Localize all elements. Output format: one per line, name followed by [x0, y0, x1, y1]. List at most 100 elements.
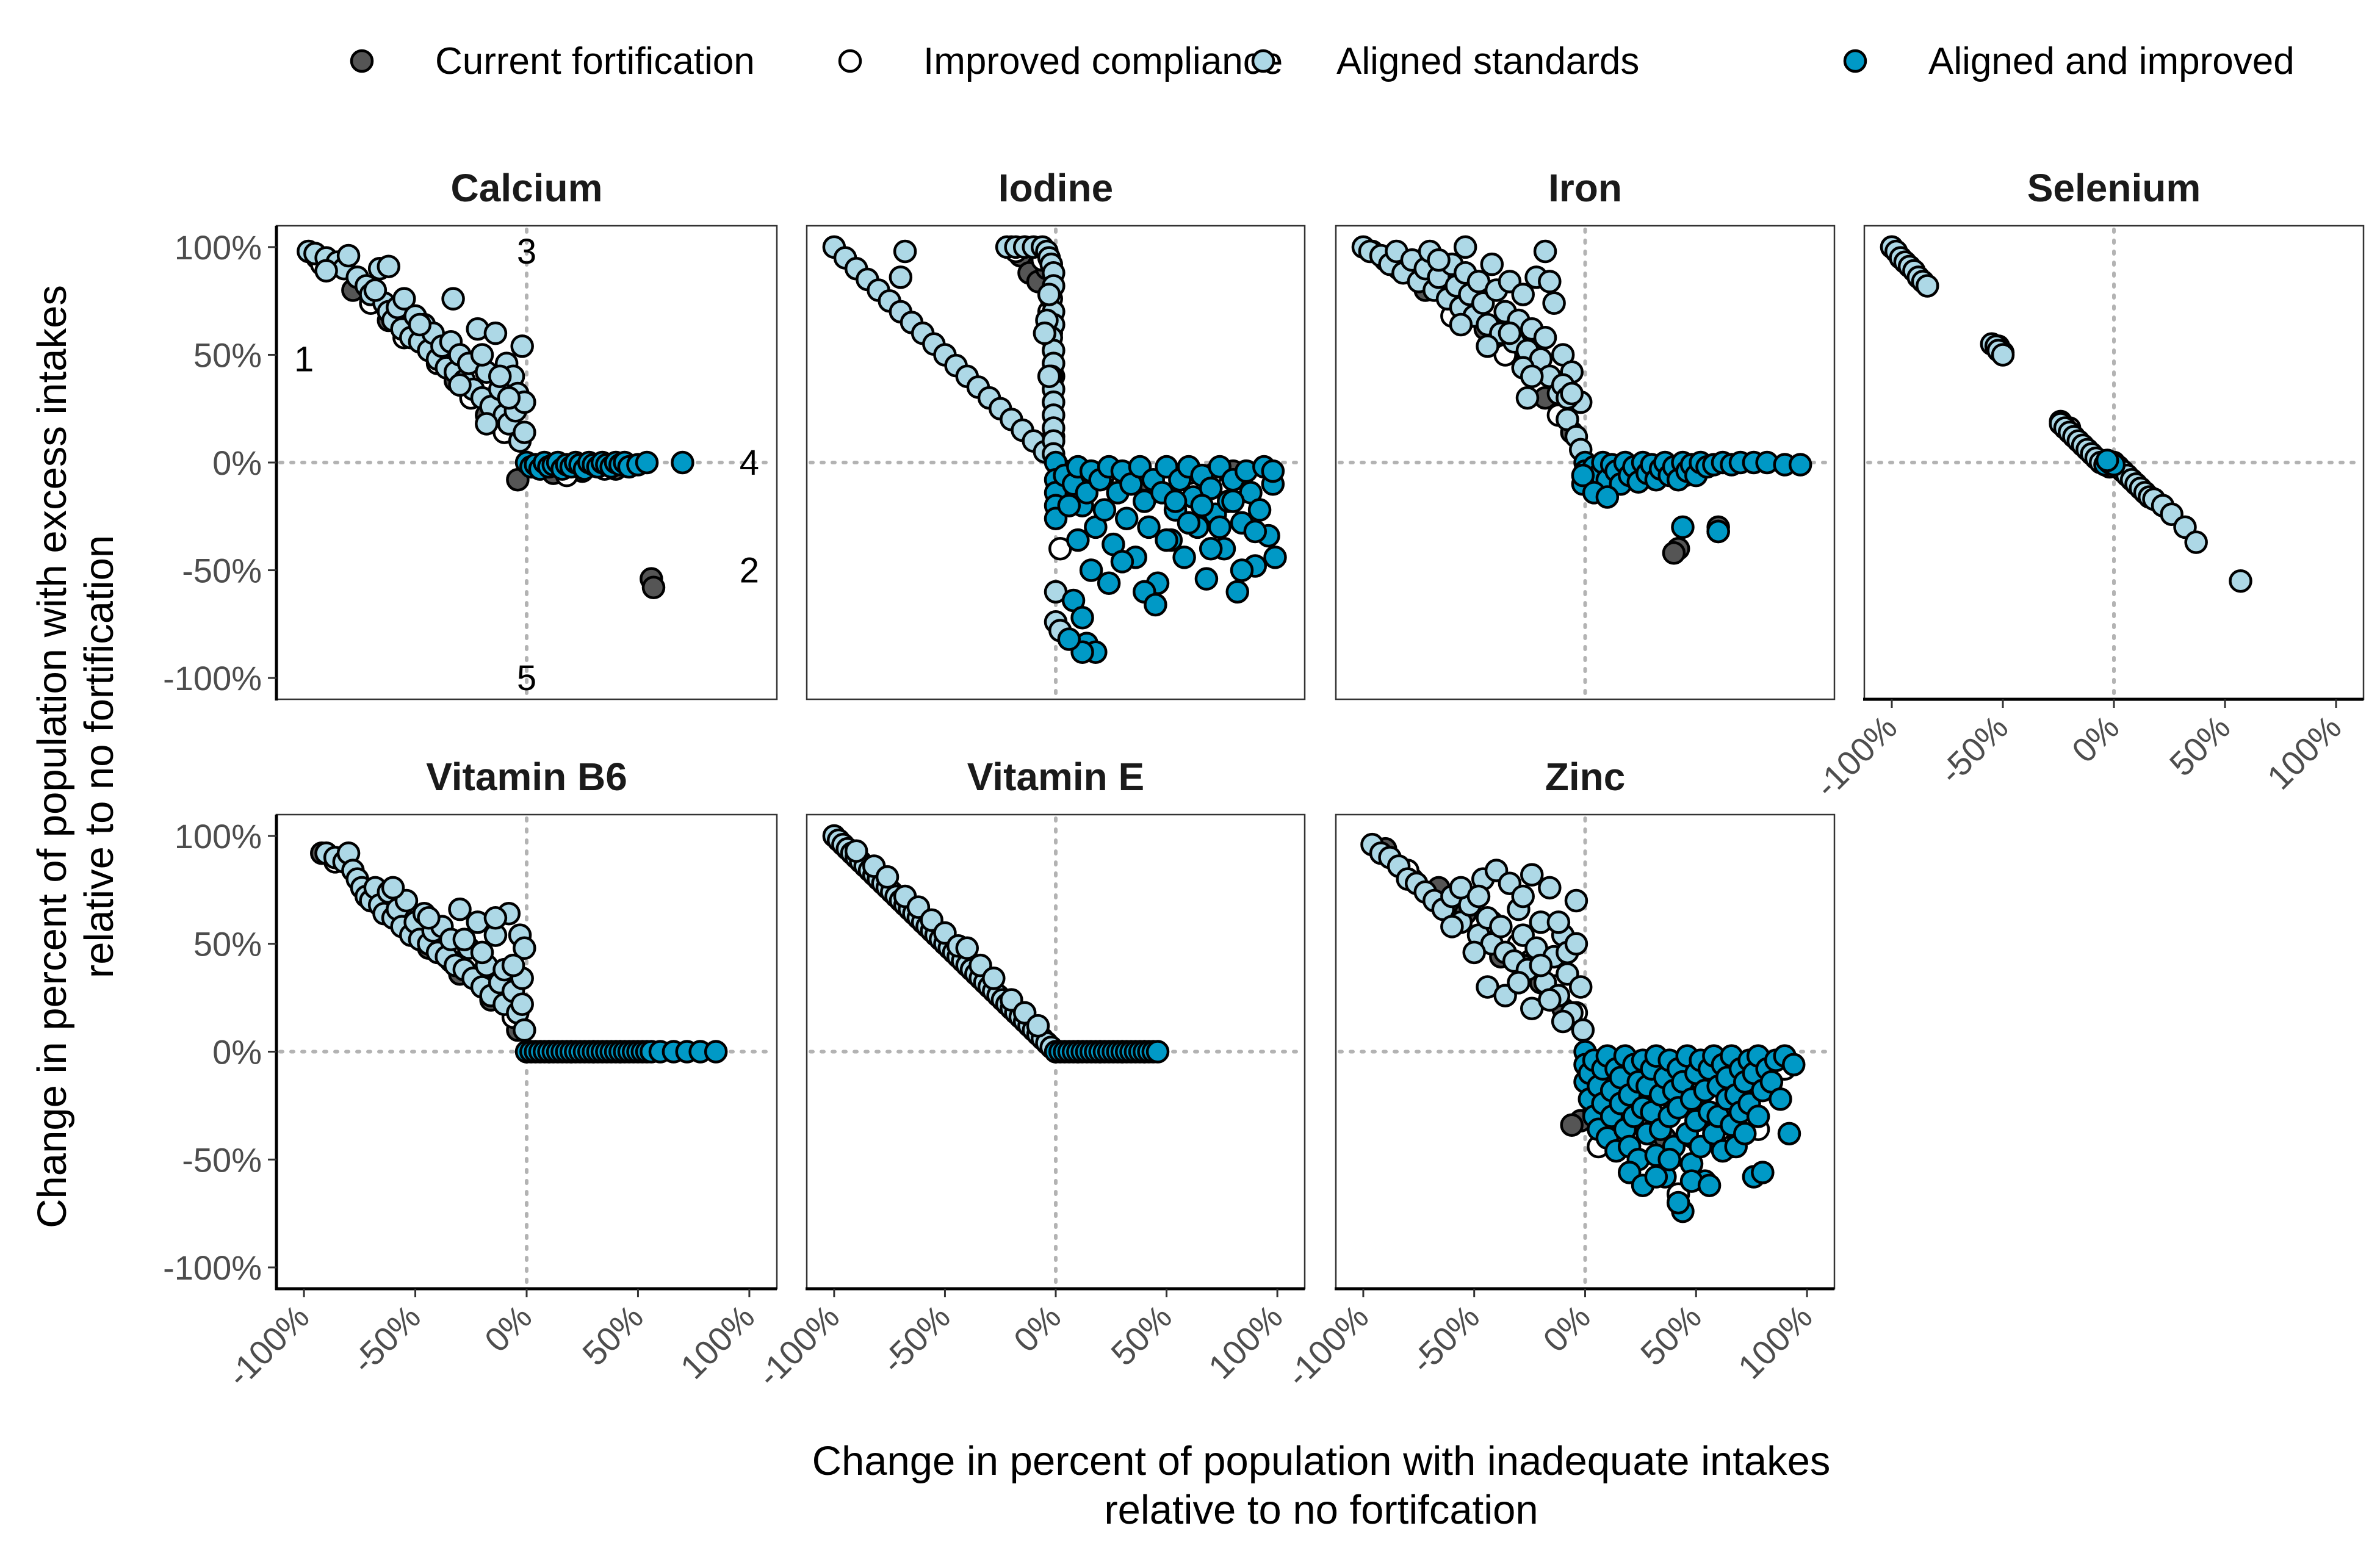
point-both	[1571, 463, 1595, 488]
point-aligned	[1449, 312, 1473, 337]
annotation-3: 3	[517, 232, 536, 272]
x-tick-label: 50%	[1103, 1297, 1179, 1373]
x-tick-label: -50%	[344, 1297, 428, 1381]
y-tick-label: -100%	[163, 659, 262, 697]
point-both	[1666, 1190, 1690, 1215]
point-aligned	[1546, 910, 1571, 934]
point-aligned	[1026, 1014, 1050, 1038]
point-aligned	[1453, 235, 1477, 259]
point-aligned	[1991, 343, 2015, 367]
point-aligned	[1480, 252, 1504, 276]
point-current	[1662, 541, 1686, 565]
legend-label-aligned-and-improved: Aligned and improved	[1928, 40, 2295, 82]
point-aligned	[1037, 283, 1061, 306]
panel-iron: Iron	[1335, 166, 1836, 701]
point-aligned	[1571, 1018, 1595, 1042]
y-tick-label: 50%	[193, 925, 262, 963]
point-both	[1190, 494, 1214, 517]
point-both	[1199, 536, 1223, 561]
y-tick-label: -50%	[182, 552, 262, 590]
x-tick-label: -50%	[1931, 708, 2015, 791]
point-both	[1261, 459, 1285, 483]
point-aligned	[1520, 863, 1544, 887]
point-both	[1751, 1161, 1775, 1184]
point-aligned	[1533, 325, 1557, 350]
point-aligned	[497, 386, 521, 410]
panel-calcium: Calcium -100% -50% 0% 50% 100% 1 2 3 4 5	[163, 166, 778, 701]
x-tick-label: -50%	[874, 1297, 957, 1381]
point-aligned	[448, 373, 472, 397]
point-both	[1097, 571, 1121, 595]
point-both	[1243, 519, 1268, 544]
panel-title-zinc: Zinc	[1545, 755, 1626, 799]
point-both	[1079, 558, 1103, 582]
point-both	[1697, 1173, 1722, 1197]
point-aligned	[488, 364, 512, 389]
point-aligned	[475, 412, 499, 436]
panel-vitamin-b6: Vitamin B6 -100% -50% 0% 50% 100% -100% -50% 0% 5…	[163, 755, 778, 1394]
x-tick-label: -100%	[1807, 708, 1904, 805]
legend-label-aligned-standards: Aligned standards	[1336, 40, 1639, 82]
legend-item-improved-compliance: Improved compliance	[838, 40, 1283, 82]
legend-item-aligned-and-improved: Aligned and improved	[1843, 40, 2295, 82]
points-zinc	[1360, 832, 1806, 1223]
point-aligned	[363, 278, 388, 302]
point-both	[704, 1040, 728, 1064]
panel-selenium: Selenium -100% -50% 0% 50% 100%	[1807, 166, 2365, 805]
point-aligned	[1440, 915, 1464, 938]
point-aligned	[470, 343, 494, 367]
point-aligned	[1560, 381, 1584, 406]
point-aligned	[1538, 988, 1562, 1012]
point-both	[1208, 515, 1231, 539]
point-aligned	[483, 906, 508, 930]
point-both	[1595, 485, 1620, 509]
point-aligned	[1462, 940, 1486, 965]
point-both	[1110, 550, 1134, 574]
legend: Current fortification Improved compliance…	[350, 40, 2295, 82]
points-selenium	[1880, 235, 2252, 593]
point-aligned	[1037, 364, 1061, 389]
point-both	[1782, 1053, 1806, 1076]
point-both	[1657, 1148, 1681, 1172]
y-tick-label: -50%	[182, 1140, 262, 1179]
points-iron	[1351, 235, 1812, 565]
point-aligned	[875, 865, 900, 889]
point-both	[1066, 528, 1090, 552]
point-aligned	[510, 334, 534, 358]
panel-title-iodine: Iodine	[998, 166, 1113, 210]
y-tick-label: 50%	[193, 336, 262, 374]
x-tick-label: 100%	[2260, 708, 2349, 797]
point-both	[1777, 1122, 1801, 1146]
point-aligned	[1564, 932, 1588, 956]
y-tick-label: -100%	[163, 1248, 262, 1287]
points-calcium	[297, 239, 694, 600]
point-aligned	[1564, 888, 1588, 913]
points-vitamin-e	[822, 824, 1170, 1064]
point-both	[1137, 515, 1161, 539]
y-axis-title-line-1: Change in percent of population with exc…	[29, 285, 75, 1228]
point-aligned	[1511, 283, 1535, 306]
point-both	[1070, 605, 1094, 630]
axis-titles: Change in percent of population with ina…	[29, 285, 1830, 1533]
point-aligned	[470, 940, 494, 965]
y-tick-label: 100%	[175, 817, 262, 855]
point-both	[1706, 519, 1730, 544]
legend-label-current-fortification: Current fortification	[435, 40, 755, 82]
x-tick-label: -100%	[220, 1297, 317, 1394]
y-tick-label: 100%	[175, 228, 262, 267]
panel-vitamin-e: Vitamin E -100% -50% 0% 50% 100%	[749, 755, 1306, 1394]
legend-key-current-fortification	[350, 49, 374, 73]
annotation-5: 5	[517, 658, 536, 698]
point-both	[1194, 567, 1219, 591]
point-aligned	[1498, 321, 1522, 345]
point-aligned	[1507, 971, 1531, 995]
annotation-1: 1	[294, 340, 314, 380]
point-aligned	[844, 839, 868, 863]
point-aligned	[314, 259, 338, 283]
x-tick-label: 50%	[575, 1297, 651, 1373]
point-aligned	[1529, 953, 1553, 978]
x-tick-label: 0%	[2064, 708, 2127, 770]
point-aligned	[448, 897, 472, 921]
panel-frame	[806, 225, 1306, 701]
